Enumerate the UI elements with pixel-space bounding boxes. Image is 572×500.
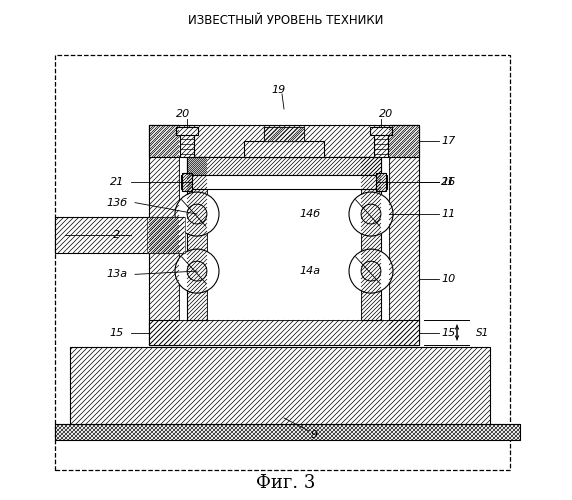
Text: 17: 17 [441,136,455,146]
Text: 13б: 13б [106,198,128,207]
Bar [207,175,361,320]
Bar [55,424,520,440]
Text: S1: S1 [476,328,489,338]
Bar [149,125,179,345]
Text: Фиг. 3: Фиг. 3 [256,474,316,492]
Circle shape [349,192,393,236]
Bar [264,127,304,141]
Bar [374,127,388,157]
Text: ИЗВЕСТНЫЙ УРОВЕНЬ ТЕХНИКИ: ИЗВЕСТНЫЙ УРОВЕНЬ ТЕХНИКИ [188,14,384,27]
Bar [179,157,389,320]
Bar [187,157,207,320]
Circle shape [361,204,381,224]
Text: 20: 20 [379,109,393,119]
Circle shape [187,261,207,281]
Bar [361,157,381,320]
Text: 10: 10 [441,274,455,284]
Bar [370,127,392,135]
Bar [376,173,386,191]
Circle shape [361,261,381,281]
Bar [70,347,490,425]
Bar [55,55,510,470]
Circle shape [175,249,219,293]
Bar [264,127,304,141]
Bar [182,173,192,191]
Bar [181,175,387,189]
Text: 21: 21 [441,177,455,187]
Circle shape [187,204,207,224]
Bar [361,157,381,320]
Bar [182,173,192,191]
Text: 14б: 14б [299,209,320,219]
Bar [149,125,419,157]
Text: 13а: 13а [106,270,128,280]
Bar [376,173,386,191]
Text: 20: 20 [176,109,190,119]
Text: 2: 2 [113,230,121,240]
Text: 14а: 14а [299,266,320,276]
Bar [244,141,324,157]
Bar [389,125,419,345]
Bar [389,125,419,345]
Text: 11: 11 [441,209,455,219]
Text: 15: 15 [110,328,124,338]
Circle shape [349,249,393,293]
Text: 16: 16 [441,177,455,187]
Bar [149,320,419,345]
Bar [55,424,520,440]
Bar [187,157,381,175]
Circle shape [175,192,219,236]
Bar [55,424,520,440]
Bar [147,217,185,253]
Text: 9: 9 [311,430,317,440]
Text: 21: 21 [110,177,124,187]
Bar [55,217,184,253]
Bar [149,125,179,345]
Bar [149,320,419,345]
Bar [176,127,198,135]
Bar [180,127,194,157]
Bar [187,157,207,320]
Bar [55,217,184,253]
Text: 19: 19 [272,85,286,95]
Bar [149,125,419,157]
Bar [70,347,490,425]
Bar [187,157,381,175]
Text: 15: 15 [441,328,455,338]
